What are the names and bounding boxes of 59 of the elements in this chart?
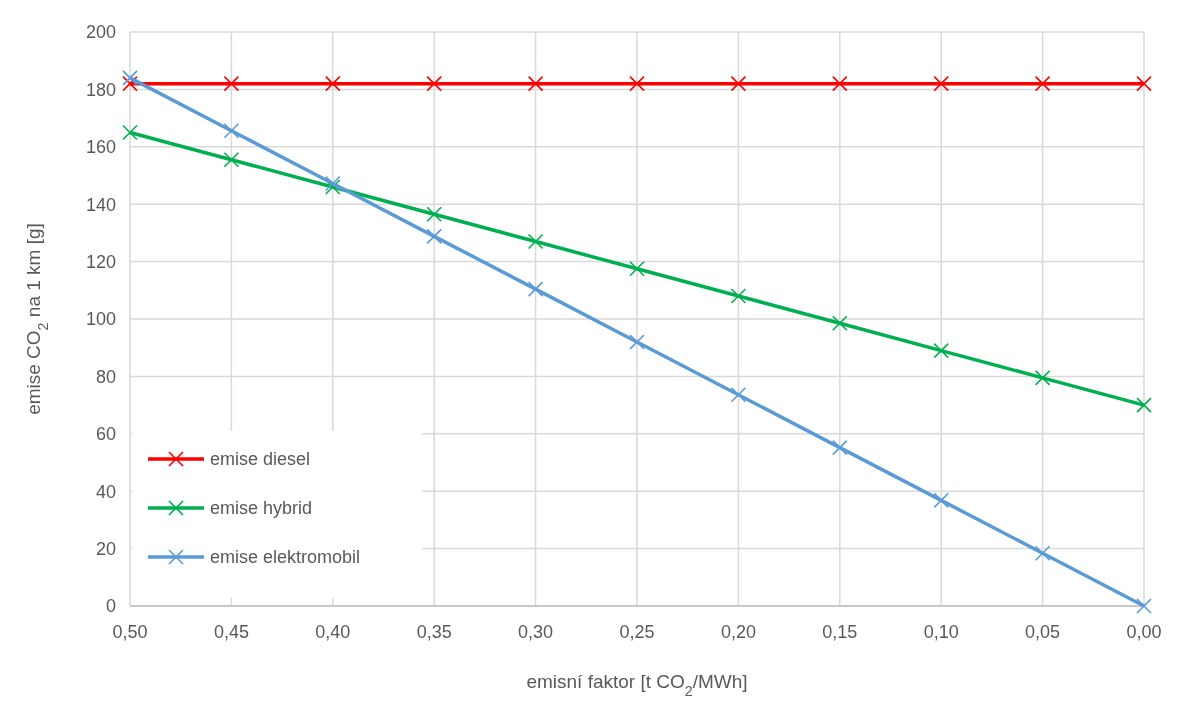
point: [1034, 75, 1051, 92]
point: [832, 315, 848, 332]
legend-label: emise diesel: [210, 449, 311, 470]
y-tick-label: 100: [85, 309, 116, 330]
x-tick-label: 0,30: [518, 622, 554, 642]
y-tick-label: 160: [85, 137, 116, 158]
point: [527, 75, 544, 92]
point: [629, 260, 645, 277]
point: [730, 75, 747, 92]
x-tick-label: 0,00: [1126, 622, 1162, 642]
y-tick-label: 120: [85, 251, 116, 272]
y-tick-label: 0: [105, 596, 116, 617]
point: [1136, 75, 1152, 92]
x-tick-label: 0,25: [619, 622, 655, 642]
point: [325, 179, 341, 195]
point: [629, 75, 645, 92]
point: [223, 122, 240, 139]
x-tick-label: 0,40: [315, 622, 351, 642]
point: [223, 75, 240, 92]
point: [223, 151, 240, 168]
point: [933, 75, 949, 92]
y-tick-label: 20: [95, 538, 116, 559]
point: [527, 281, 544, 297]
point: [629, 334, 645, 350]
point: [1034, 545, 1051, 561]
point: [933, 342, 949, 359]
point: [122, 70, 138, 86]
point: [426, 206, 442, 223]
point: [122, 75, 138, 92]
y-tick-label: 180: [85, 79, 116, 100]
y-tick-label: 80: [95, 366, 116, 387]
point: [730, 288, 747, 304]
y-tick-label: 140: [85, 194, 116, 215]
point: [832, 439, 848, 456]
x-tick-label: 0,50: [112, 622, 148, 642]
legend-label: emise elektromobil: [210, 547, 361, 568]
point: [527, 233, 544, 250]
point: [730, 386, 747, 403]
y-tick-label: 60: [95, 424, 116, 445]
point: [325, 75, 341, 92]
point: [426, 228, 442, 245]
x-tick-label: 0,20: [720, 622, 756, 642]
y-tick-label: 40: [95, 481, 116, 502]
point: [1136, 397, 1152, 413]
y-tick-label: 200: [85, 22, 116, 43]
x-tick-label: 0,35: [416, 622, 452, 642]
point: [1034, 370, 1051, 386]
point: [1136, 598, 1152, 614]
x-tick-label: 0,10: [923, 622, 959, 642]
point: [832, 75, 848, 92]
point: [325, 175, 341, 192]
legend-label: emise hybrid: [210, 498, 313, 519]
x-axis-title: emisní faktor [t CO$_{2}$/MWh]: [526, 671, 748, 699]
x-tick-label: 0,05: [1025, 622, 1061, 642]
point: [122, 124, 138, 141]
x-tick-label: 0,15: [822, 622, 858, 642]
point: [426, 75, 442, 92]
point: [933, 492, 949, 509]
x-tick-label: 0,45: [213, 622, 249, 642]
